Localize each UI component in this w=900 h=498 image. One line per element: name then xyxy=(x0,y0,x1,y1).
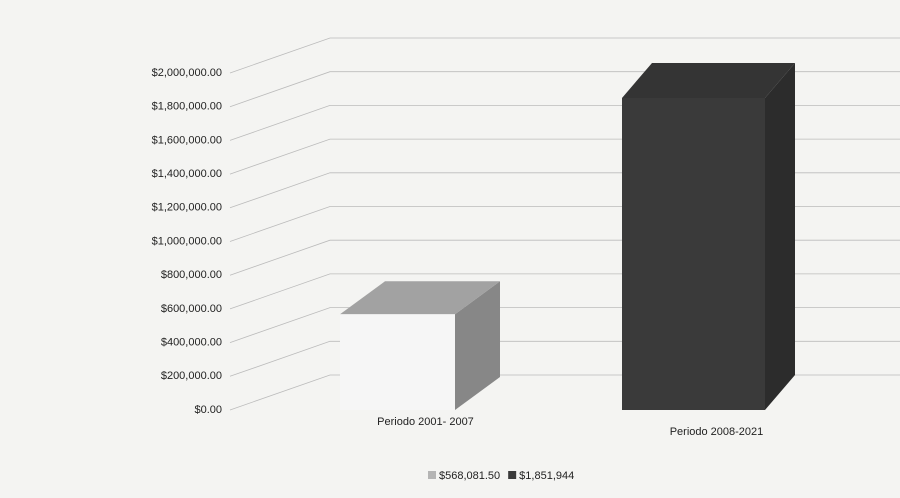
y-tick-label: $200,000.00 xyxy=(161,370,222,382)
y-tick-label: $1,000,000.00 xyxy=(152,235,222,247)
y-tick-label: $400,000.00 xyxy=(161,337,222,349)
bar-top xyxy=(340,281,500,315)
bar-side xyxy=(455,281,500,410)
bar-top xyxy=(622,62,795,98)
bar xyxy=(622,97,765,410)
y-tick-label: $1,400,000.00 xyxy=(152,168,222,180)
y-tick-label: $800,000.00 xyxy=(161,269,222,281)
legend-swatch xyxy=(508,471,517,479)
y-tick-label: $0.00 xyxy=(194,404,222,416)
y-tick-label: $1,200,000.00 xyxy=(152,202,222,214)
legend-swatch xyxy=(428,471,436,479)
bar xyxy=(340,314,455,410)
legend-label: $568,081.50 xyxy=(439,470,500,482)
x-tick-label: Periodo 2001- 2007 xyxy=(377,416,474,428)
grid-line xyxy=(229,37,900,74)
legend-label: $1,851,944 xyxy=(519,470,574,482)
y-tick-label: $600,000.00 xyxy=(161,303,222,315)
y-tick-label: $1,800,000.00 xyxy=(152,101,222,113)
bar-side xyxy=(765,62,795,410)
y-tick-label: $2,000,000.00 xyxy=(152,67,222,79)
x-tick-label: Periodo 2008-2021 xyxy=(670,426,764,438)
y-tick-label: $1,600,000.00 xyxy=(152,134,222,146)
